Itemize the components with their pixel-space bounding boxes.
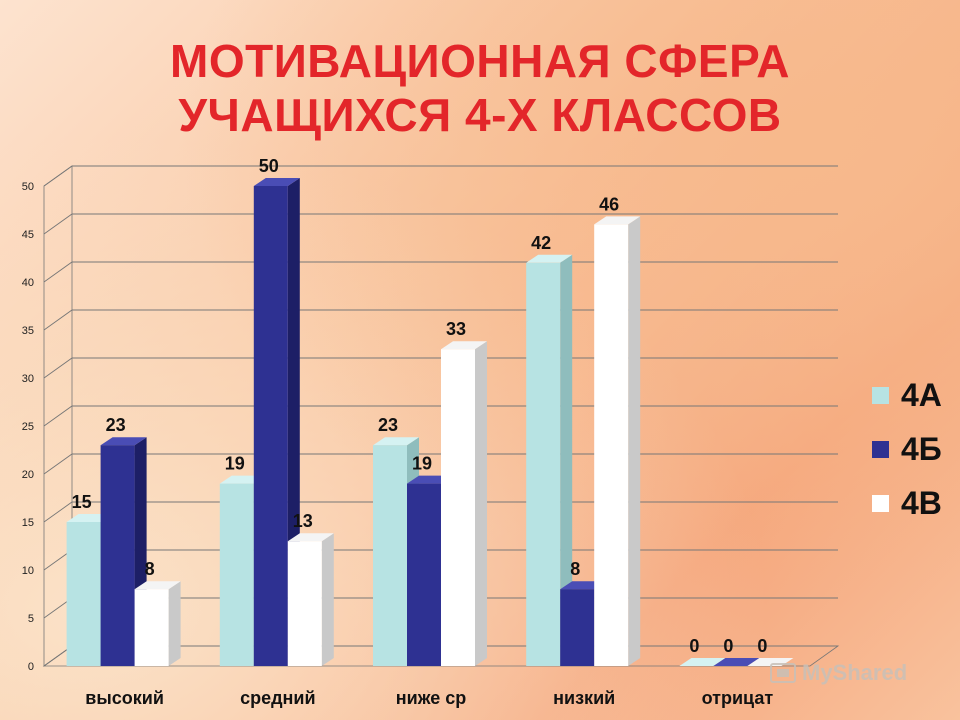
data-label: 19 — [412, 454, 432, 474]
y-tick-label: 5 — [28, 613, 34, 625]
y-tick-label: 40 — [22, 277, 34, 289]
bar-top — [594, 216, 641, 225]
legend-label-4a: 4А — [901, 376, 942, 413]
bar-4В-ниже ср — [441, 341, 487, 666]
bar-front — [373, 445, 407, 666]
gridline — [43, 309, 838, 331]
data-label: 46 — [599, 194, 619, 214]
bar-4А-отрицат — [679, 658, 726, 666]
legend-label-4b: 4Б — [901, 430, 942, 467]
data-label: 8 — [570, 559, 580, 579]
data-label: 15 — [72, 492, 92, 512]
y-tick-label: 25 — [22, 421, 34, 433]
y-tick-label: 35 — [22, 325, 34, 337]
x-tick-label: высокий — [85, 688, 164, 708]
y-tick-label: 50 — [22, 181, 34, 193]
x-tick-label: отрицат — [702, 688, 774, 708]
legend-swatch-4b — [872, 440, 889, 458]
gridline — [43, 165, 838, 187]
bar-front — [441, 349, 475, 666]
bar-top — [287, 533, 334, 542]
gridline — [43, 357, 838, 379]
legend-swatch-4v — [872, 494, 889, 512]
bar-side — [628, 216, 641, 666]
bar-top — [100, 437, 147, 446]
chart-title-line-2: УЧАЩИХСЯ 4-Х КЛАССОВ — [178, 89, 782, 141]
data-label: 19 — [225, 454, 245, 474]
y-tick-label: 30 — [22, 373, 34, 385]
watermark-text: MyShared — [802, 660, 908, 685]
bars — [66, 178, 794, 667]
bar-front — [100, 445, 135, 666]
data-label: 23 — [106, 415, 126, 435]
bar-front — [560, 589, 595, 666]
y-axis-ticks: 0 5 10 15 20 25 30 35 40 45 50 — [22, 181, 34, 673]
data-label: 13 — [293, 511, 313, 531]
data-label: 33 — [446, 319, 466, 339]
x-tick-label: низкий — [553, 688, 615, 708]
y-tick-label: 15 — [22, 517, 34, 529]
data-labels: 15 23 8 19 50 13 23 19 33 42 8 46 0 0 0 — [72, 156, 768, 656]
gridline — [43, 261, 838, 283]
data-label: 0 — [689, 636, 699, 656]
data-label: 23 — [378, 415, 398, 435]
bar-4В-средний — [287, 533, 334, 666]
x-tick-label: средний — [240, 688, 315, 708]
y-tick-label: 45 — [22, 229, 34, 241]
legend-item-4a: 4А — [872, 368, 942, 422]
gridline — [43, 453, 838, 475]
chart-title: МОТИВАЦИОННАЯ СФЕРА УЧАЩИХСЯ 4-Х КЛАССОВ — [0, 34, 960, 142]
bar-4Б-отрицат — [713, 658, 760, 666]
bar-4А-низкий — [526, 254, 573, 667]
legend-item-4v: 4В — [872, 476, 942, 530]
watermark: MyShared — [770, 660, 907, 686]
bar-front — [594, 224, 629, 666]
bar-top — [679, 658, 726, 666]
legend-swatch-4a — [872, 386, 889, 404]
y-tick-label: 0 — [28, 661, 34, 673]
bar-front — [287, 541, 322, 666]
bar-front — [407, 483, 441, 666]
bar-side — [321, 533, 334, 666]
grid-layer — [42, 165, 840, 667]
y-tick-label: 20 — [22, 469, 34, 481]
bar-top — [441, 341, 487, 350]
bar-4В-высокий — [134, 581, 181, 666]
gridline — [43, 213, 838, 235]
x-axis-ticks: высокий средний ниже ср низкий отрицат — [85, 688, 773, 708]
data-label: 0 — [723, 636, 733, 656]
bar-top — [134, 581, 181, 590]
bar-front — [219, 483, 254, 666]
chart-title-line-1: МОТИВАЦИОННАЯ СФЕРА — [170, 35, 790, 87]
legend-item-4b: 4Б — [872, 422, 942, 476]
y-tick-label: 10 — [22, 565, 34, 577]
bar-top — [373, 437, 419, 446]
data-label: 42 — [531, 233, 551, 253]
presentation-icon — [770, 663, 796, 683]
legend-label-4v: 4В — [901, 484, 942, 521]
bar-top — [253, 178, 300, 186]
bar-front — [526, 262, 561, 666]
bar-side — [168, 581, 181, 666]
bar-top — [713, 658, 760, 666]
gridline — [43, 405, 838, 427]
bar-side — [475, 341, 487, 666]
data-label: 8 — [145, 559, 155, 579]
gridline — [43, 501, 838, 523]
bar-front — [253, 186, 288, 666]
x-tick-label: ниже ср — [396, 688, 466, 708]
bar-top — [526, 254, 573, 263]
data-label: 0 — [757, 636, 767, 656]
legend: 4А 4Б 4В — [872, 368, 942, 530]
data-label: 50 — [259, 156, 279, 176]
bar-side — [560, 254, 573, 667]
bar-front — [134, 589, 169, 666]
bar-front — [66, 522, 101, 666]
bar-4В-низкий — [594, 216, 641, 666]
